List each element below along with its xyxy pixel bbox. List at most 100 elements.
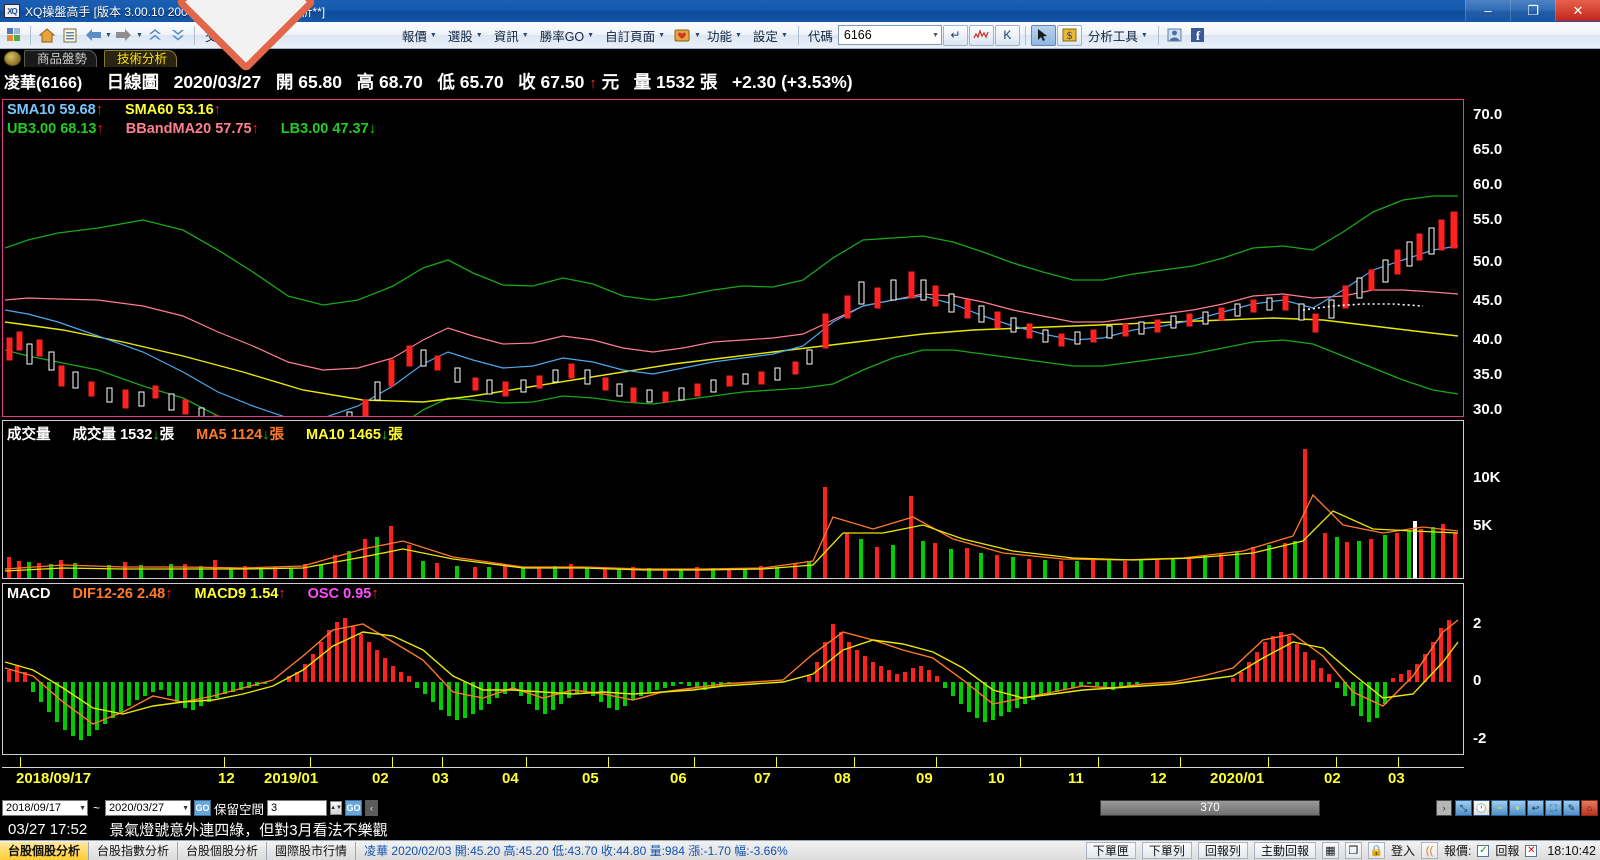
person-icon[interactable] [1164, 25, 1186, 46]
report-status-x[interactable]: ✕ [1525, 844, 1538, 857]
chevron-down-icon: ▼ [780, 31, 788, 39]
news-ticker-bar[interactable]: 03/27 17:52 景氣燈號意外連四綠，但對3月看法不樂觀 [0, 818, 1600, 840]
rss-icon[interactable]: (( [1420, 842, 1438, 859]
date-to-value: 2020/03/27 [109, 802, 165, 814]
menu-function-label: 功能 [706, 29, 732, 44]
macd-tick-neg2: -2 [1473, 730, 1487, 747]
facebook-icon[interactable]: f [1187, 25, 1209, 46]
x-label-9: 08 [834, 770, 851, 787]
price-chart-canvas [4, 195, 1459, 416]
status-ticker: 凌華 2020/02/03 開:45.20 高:45.20 低:43.70 收:… [364, 844, 788, 858]
code-value: 6166 [843, 28, 872, 42]
status-clock: 18:10:42 [1547, 843, 1596, 858]
forward-arrow-icon[interactable] [113, 25, 135, 46]
zoom-in-icon[interactable]: + [1509, 800, 1526, 816]
chevron-down-icon[interactable]: ▼ [931, 31, 939, 39]
menu-winrate-go[interactable]: 勝率GO ▼ [535, 25, 599, 46]
status-tab-2[interactable]: 台股個股分析 [178, 841, 268, 860]
favorite-dropdown-caret-icon[interactable]: ▼ [694, 31, 701, 39]
minimize-button[interactable]: – [1465, 0, 1510, 21]
dollar-button[interactable]: $ [1056, 24, 1082, 46]
pointer-button[interactable] [1030, 24, 1056, 46]
apps-grid-icon[interactable] [3, 25, 25, 46]
legend-lb-name: LB3.00 [280, 121, 329, 137]
fit-icon[interactable]: ⛶ [1545, 800, 1562, 816]
window-icon[interactable]: ❐ [1344, 842, 1362, 859]
list-icon[interactable] [59, 25, 81, 46]
quote-status-checkbox[interactable]: ✓ [1477, 844, 1490, 857]
clock-icon[interactable]: 🕐 [1473, 800, 1490, 816]
order-row-button[interactable]: 下單列 [1141, 842, 1192, 859]
globe-icon [4, 51, 21, 66]
menu-info[interactable]: 資訊 ▼ [489, 25, 534, 46]
reserve-space-value: 3 [271, 802, 278, 814]
go-button-reserve[interactable]: GO [345, 800, 363, 816]
pencil-icon[interactable]: ✎ [1563, 800, 1580, 816]
price-tick-65: 65.0 [1473, 141, 1503, 158]
legend-dif-name: DIF12-26 [72, 586, 133, 602]
code-input[interactable]: 6166 ▼ [837, 25, 942, 45]
news-headline[interactable]: 景氣燈號意外連四綠，但對3月看法不樂觀 [109, 821, 388, 839]
back-dropdown-caret-icon[interactable]: ▼ [105, 31, 112, 39]
report-row-button[interactable]: 回報列 [1197, 842, 1248, 859]
volume-chart-pane[interactable]: 成交量 成交量 1532↓張 MA5 1124↓張 MA10 1465↓張 [2, 420, 1501, 579]
favorite-heart-icon[interactable] [671, 25, 693, 46]
price-tick-60: 60.0 [1473, 176, 1503, 193]
menu-custom-page[interactable]: 自訂頁面 ▼ [600, 25, 670, 46]
macd-chart-pane[interactable]: MACD DIF12-26 2.48↑ MACD9 1.54↑ OSC 0.95… [2, 583, 1486, 755]
crosshair-icon[interactable]: ⤡ [1455, 800, 1472, 816]
menu-custom-page-label: 自訂頁面 [605, 29, 656, 44]
back-arrow-icon[interactable] [82, 25, 104, 46]
wave-chart-button[interactable] [968, 24, 994, 46]
legend-ma5-unit: 張 [269, 427, 284, 443]
status-tab-1[interactable]: 台股指數分析 [89, 841, 179, 860]
home-icon[interactable] [36, 25, 58, 46]
reserve-space-label: 保留空間 [214, 802, 265, 817]
menu-analysis-tools[interactable]: 分析工具 ▼ [1083, 25, 1153, 46]
close-button[interactable]: ✕ [1555, 0, 1600, 21]
menu-winrate-go-label: 勝率GO [539, 29, 585, 44]
up-double-icon[interactable] [144, 25, 166, 46]
reserve-space-input[interactable]: 3 [267, 800, 328, 816]
menu-quote[interactable]: 報價 ▼ [397, 25, 442, 46]
legend-volume-value: 1532 [120, 427, 153, 443]
forward-dropdown-caret-icon[interactable]: ▼ [135, 31, 143, 39]
zoom-out-icon[interactable]: − [1491, 800, 1508, 816]
reserve-space-stepper[interactable]: ▲▼ [330, 801, 343, 815]
collapse-button[interactable]: ‹ [365, 800, 379, 816]
date-to-input[interactable]: 2020/03/27 ▼ [105, 800, 192, 816]
legend-lb-value: 47.37 [332, 121, 369, 137]
chevron-down-icon: ▼ [475, 31, 483, 39]
chart-workspace: 商品盤勢 技術分析 凌華(6166) 日線圖 2020/03/27 開 65.8… [0, 49, 1600, 798]
status-tab-0[interactable]: 台股個股分析 [0, 841, 90, 860]
date-from-input[interactable]: 2018/09/17 ▼ [2, 800, 88, 816]
k-chart-button[interactable]: K [994, 24, 1020, 46]
status-tab-3[interactable]: 國際股市行情 [267, 841, 357, 860]
legend-bbandma20-value: 57.75 [215, 121, 252, 137]
price-chart-pane[interactable]: SMA10 59.68↑ SMA60 53.16↑ UB3.00 68.13↑ … [2, 99, 1502, 418]
chart-scrollbar[interactable]: 370 › [387, 800, 1452, 817]
menu-stockpick[interactable]: 選股 ▼ [443, 25, 488, 46]
maximize-button[interactable]: ❐ [1510, 0, 1555, 21]
tab-technical-analysis[interactable]: 技術分析 [104, 50, 178, 67]
undo-icon[interactable]: ↩ [1527, 800, 1544, 816]
x-label-16: 03 [1388, 770, 1405, 787]
scrollbar-thumb[interactable]: 370 [1100, 800, 1320, 816]
lock-icon[interactable]: 🔒 [1367, 842, 1385, 859]
order-box-button[interactable]: 下單匣 [1085, 842, 1136, 859]
macd-pane-title: MACD [7, 586, 51, 602]
scrollbar-right-arrow[interactable]: › [1436, 800, 1452, 816]
down-double-icon[interactable] [167, 25, 189, 46]
tab-market-overview[interactable]: 商品盤勢 [24, 50, 98, 67]
enter-button[interactable]: ↵ [942, 24, 968, 46]
menu-settings[interactable]: 設定 ▼ [748, 25, 793, 46]
menu-function[interactable]: 功能 ▼ [702, 25, 747, 46]
legend-osc-value: 0.95 [343, 586, 372, 602]
grid-icon[interactable]: ▦ [1321, 842, 1339, 859]
active-report-button[interactable]: 主動回報 [1253, 842, 1316, 859]
chevron-down-icon: ▼ [658, 31, 666, 39]
macd-legend: MACD DIF12-26 2.48↑ MACD9 1.54↑ OSC 0.95… [7, 586, 397, 602]
go-button-range[interactable]: GO [194, 800, 212, 816]
home-red-icon[interactable]: ⌂ [1581, 800, 1598, 816]
login-label[interactable]: 登入 [1390, 844, 1415, 858]
